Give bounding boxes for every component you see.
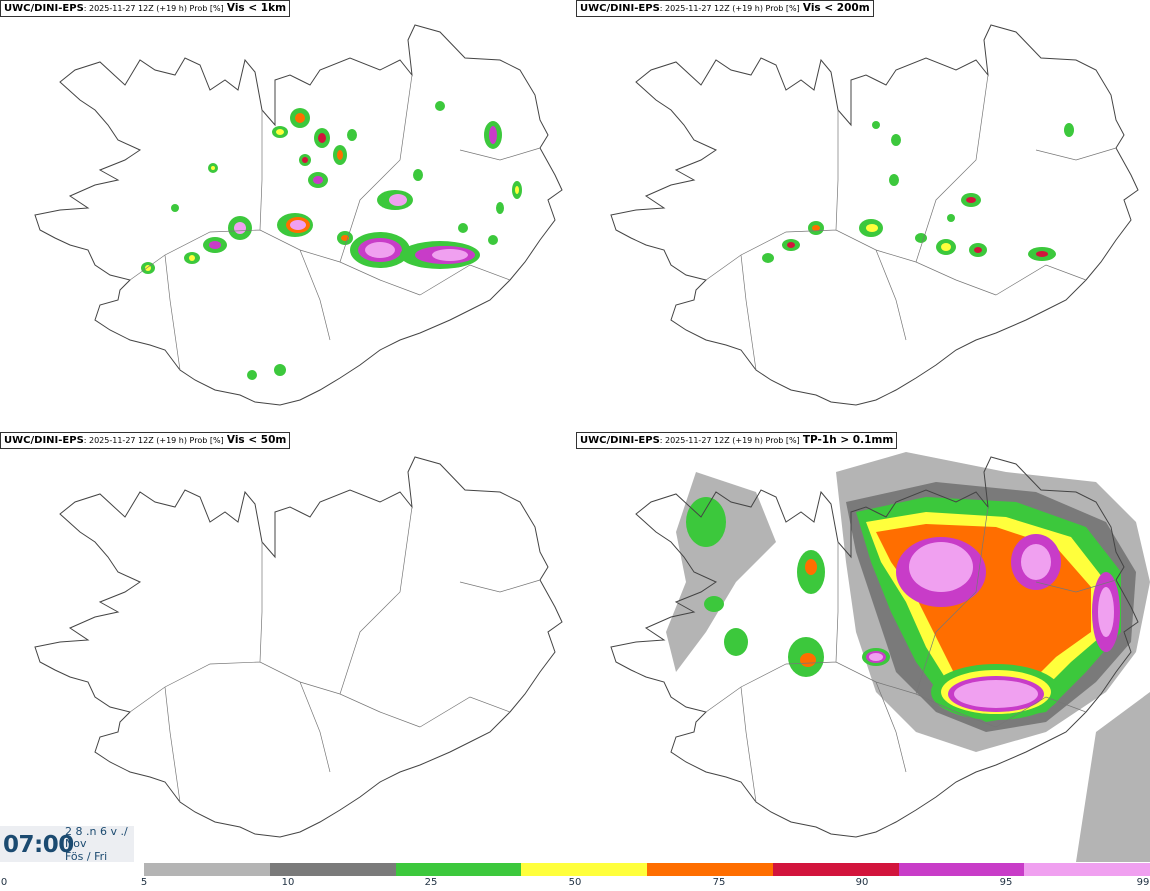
- probability-blobs: [762, 121, 1074, 263]
- valid-month: Nov: [65, 837, 87, 850]
- color-scale-bar: [144, 863, 1150, 876]
- panel-title: UWC/DINI-EPS: 2025-11-27 12Z (+19 h) Pro…: [576, 432, 898, 449]
- valid-time-box: 07:00 2 8 .n 6 v ./ Nov Fös / Fri: [0, 825, 134, 863]
- color-scale-segment: [1024, 863, 1150, 876]
- color-scale-tick-label: 75: [712, 877, 726, 888]
- color-scale-segment: [144, 863, 270, 876]
- color-scale-segment: [269, 863, 396, 876]
- map-panel-vis-1km: UWC/DINI-EPS: 2025-11-27 12Z (+19 h) Pro…: [0, 0, 574, 430]
- map-panel-precip: UWC/DINI-EPS: 2025-11-27 12Z (+19 h) Pro…: [576, 432, 1150, 862]
- color-scale-tick-label: 50: [568, 877, 582, 888]
- probability-blobs: [666, 452, 1150, 862]
- iceland-map: [610, 24, 1139, 406]
- iceland-map: [610, 452, 1150, 862]
- color-scale-segment: [395, 863, 522, 876]
- region-boundaries: [129, 74, 541, 371]
- color-scale-ticks: 0 5 10 25 50 75 90 95 99: [0, 877, 1150, 891]
- color-scale-segment: [521, 863, 647, 876]
- color-scale-tick-label: 25: [424, 877, 438, 888]
- valid-time-clock: 07:00: [3, 832, 74, 858]
- color-scale-tick-label: 10: [281, 877, 295, 888]
- valid-weekday: Fös / Fri: [65, 850, 108, 863]
- region-boundaries: [705, 506, 1117, 803]
- color-scale-tick-label: 0: [0, 877, 8, 888]
- coastline: [34, 24, 563, 406]
- color-scale-tick-label: 90: [855, 877, 869, 888]
- color-scale-segment: [772, 863, 899, 876]
- map-panel-vis-50m: UWC/DINI-EPS: 2025-11-27 12Z (+19 h) Pro…: [0, 432, 574, 862]
- color-scale-tick-label: 95: [999, 877, 1013, 888]
- color-scale-segment: [898, 863, 1025, 876]
- map-panel-vis-200m: UWC/DINI-EPS: 2025-11-27 12Z (+19 h) Pro…: [576, 0, 1150, 430]
- iceland-map: [34, 456, 563, 838]
- coastline: [610, 24, 1139, 406]
- iceland-map: [34, 24, 563, 406]
- coastline: [610, 456, 1139, 838]
- color-scale-tick-label: 99: [1136, 877, 1150, 888]
- panel-title: UWC/DINI-EPS: 2025-11-27 12Z (+19 h) Pro…: [0, 0, 291, 17]
- region-boundaries: [705, 74, 1117, 371]
- color-scale-tick-label: 5: [140, 877, 148, 888]
- valid-date-line: 2 8 .n 6 v ./: [65, 825, 128, 838]
- region-boundaries: [129, 506, 541, 803]
- probability-blobs: [141, 101, 522, 380]
- coastline: [34, 456, 563, 838]
- panel-title: UWC/DINI-EPS: 2025-11-27 12Z (+19 h) Pro…: [0, 432, 291, 449]
- panel-title: UWC/DINI-EPS: 2025-11-27 12Z (+19 h) Pro…: [576, 0, 874, 17]
- color-scale-segment: [647, 863, 773, 876]
